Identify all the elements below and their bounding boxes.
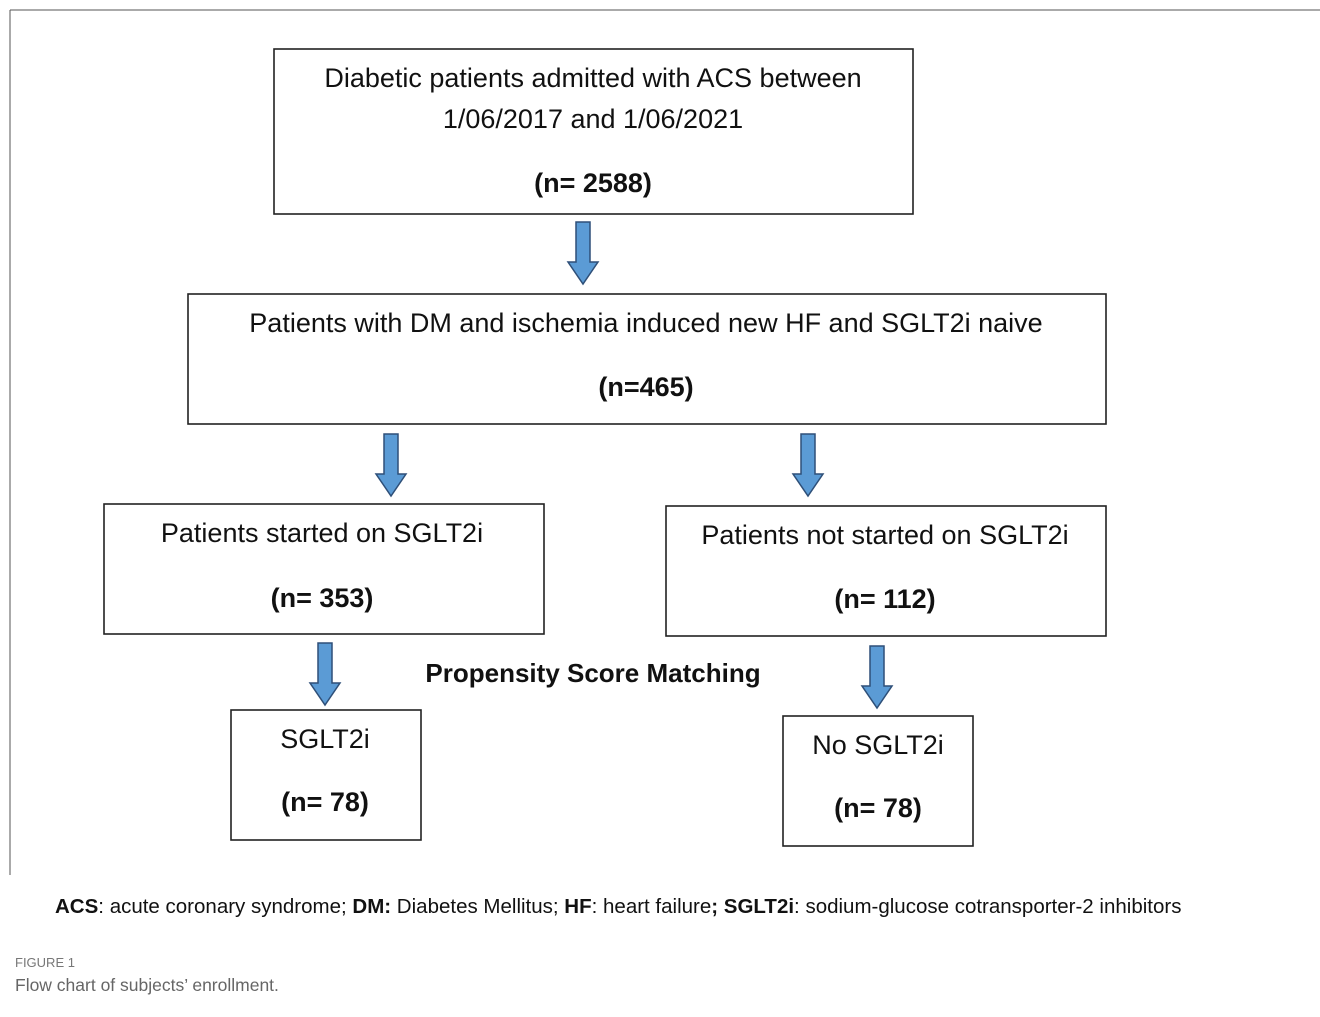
footnote: ACS: acute coronary syndrome; DM: Diabet… <box>55 895 1181 919</box>
node-count: (n= 112) <box>834 584 935 614</box>
node-label: Patients with DM and ischemia induced ne… <box>249 308 1042 338</box>
caption-label: FIGURE 1 <box>15 955 75 970</box>
node-box <box>103 503 545 635</box>
node-count: (n= 2588) <box>534 168 652 198</box>
footnote-text: : heart failure <box>591 895 712 918</box>
node-count: (n= 78) <box>834 793 922 823</box>
node-box <box>187 293 1107 425</box>
arrow <box>308 642 342 707</box>
node-count: (n=465) <box>598 372 693 402</box>
footnote-term: HF <box>564 895 592 918</box>
footnote-text: : acute coronary syndrome; <box>98 895 353 918</box>
arrow <box>566 221 600 286</box>
node-label: Diabetic patients admitted with ACS betw… <box>324 63 861 93</box>
node-label: Patients started on SGLT2i <box>161 518 483 548</box>
footnote-text: : sodium-glucose cotransporter-2 inhibit… <box>794 895 1182 918</box>
node-label: 1/06/2017 and 1/06/2021 <box>443 104 743 134</box>
arrow <box>860 645 894 710</box>
node-label: SGLT2i <box>280 724 370 754</box>
footnote-term: ACS <box>55 895 99 918</box>
node-box <box>665 505 1107 637</box>
node-count: (n= 78) <box>281 787 369 817</box>
footnote-term: DM: <box>352 895 392 918</box>
node-label: No SGLT2i <box>812 730 944 760</box>
arrow <box>791 433 825 498</box>
caption-text: Flow chart of subjects’ enrollment. <box>15 975 279 995</box>
footnote-text: Diabetes Mellitus; <box>391 895 565 918</box>
footnote-term: ; SGLT2i <box>711 895 795 918</box>
arrow <box>374 433 408 498</box>
node-box <box>230 709 422 841</box>
annotation: Propensity Score Matching <box>425 658 760 688</box>
node-count: (n= 353) <box>271 583 374 613</box>
node-box <box>273 48 914 215</box>
node-box <box>782 715 974 847</box>
node-label: Patients not started on SGLT2i <box>701 520 1068 550</box>
